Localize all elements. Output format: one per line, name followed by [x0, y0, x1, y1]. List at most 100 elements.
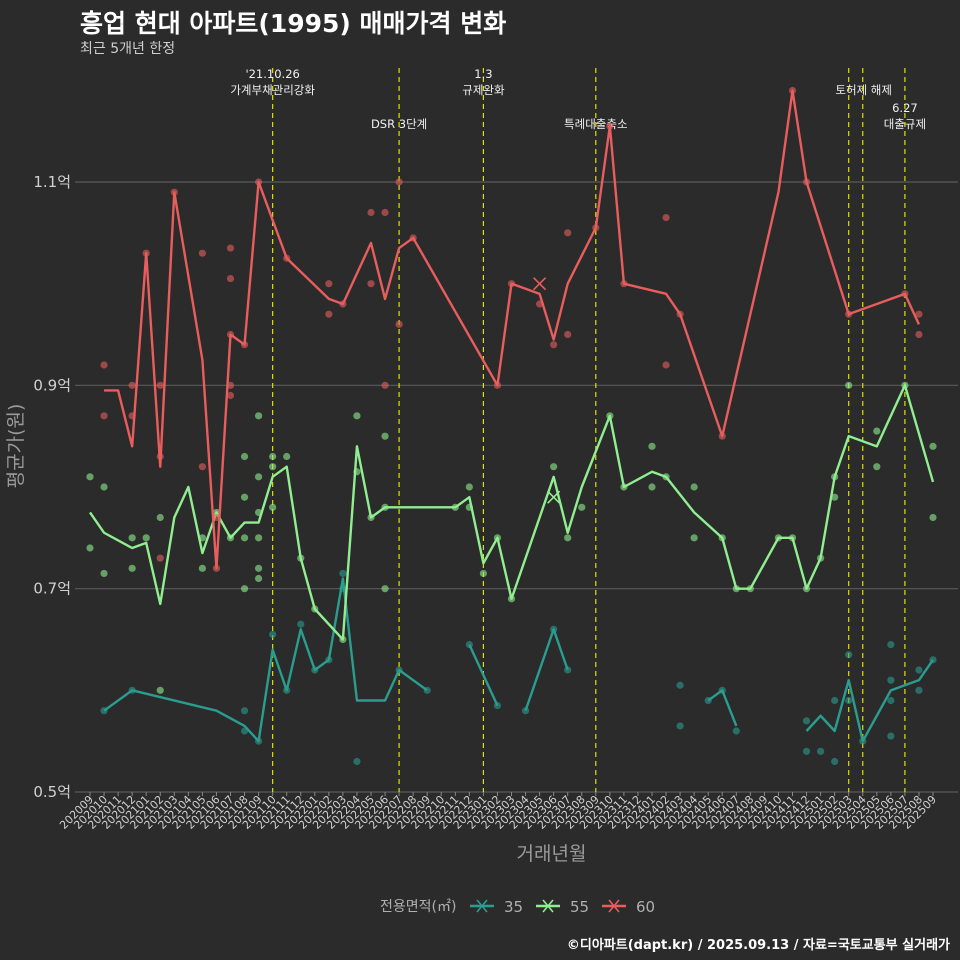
data-point [226, 274, 235, 283]
event-label: 특례대출축소 [564, 117, 627, 131]
data-point [564, 534, 572, 542]
source-caption: ©디아파트(dapt.kr) / 2025.09.13 / 자료=국토교통부 실… [566, 938, 950, 953]
data-point [662, 213, 670, 222]
data-point [676, 681, 684, 689]
data-point [255, 473, 263, 481]
data-point [128, 534, 136, 542]
data-point [198, 463, 206, 471]
series-60 [100, 86, 923, 572]
data-point [240, 585, 249, 593]
data-point [381, 381, 389, 389]
data-point [845, 651, 853, 659]
data-point [465, 483, 473, 491]
data-point [479, 569, 487, 578]
series-line [707, 689, 738, 727]
x-axis-title: 거래년월 [517, 843, 587, 865]
data-point [100, 361, 108, 369]
data-point [564, 229, 572, 237]
data-point [128, 381, 136, 389]
event-label: 가계부채관리강화 [230, 83, 315, 97]
data-point [269, 503, 277, 511]
legend-label: 55 [570, 898, 589, 916]
data-point [873, 427, 881, 435]
event-label: DSR 3단계 [371, 117, 427, 131]
data-point [100, 483, 108, 491]
grid-lines [75, 181, 958, 793]
data-point [929, 442, 937, 450]
data-point [226, 244, 235, 252]
data-point [353, 412, 361, 420]
data-point [915, 666, 923, 674]
data-point [156, 686, 164, 694]
data-point [929, 513, 937, 522]
data-point [240, 534, 249, 542]
data-point [395, 178, 403, 186]
data-point [831, 493, 839, 501]
data-point [240, 707, 249, 715]
data-point [845, 696, 853, 705]
data-point [915, 310, 923, 318]
event-label: 토허제 해제 [835, 83, 892, 97]
data-point [381, 585, 389, 593]
series-55 [86, 381, 937, 694]
data-point [395, 320, 403, 328]
data-point [648, 483, 656, 491]
data-point [255, 534, 263, 542]
data-point [156, 381, 164, 389]
series-line [805, 659, 934, 743]
data-point [367, 208, 375, 217]
data-point [255, 412, 263, 420]
data-point [339, 569, 347, 578]
data-point [226, 391, 235, 400]
cross-marker [533, 277, 547, 291]
event-label: '21.10.26 [245, 67, 299, 81]
data-point [142, 534, 150, 542]
event-label: 6.27 [892, 101, 918, 115]
data-point [283, 452, 291, 461]
data-point [198, 249, 206, 257]
data-point [156, 513, 164, 522]
series-line [468, 644, 499, 707]
series-line [524, 628, 569, 712]
y-tick-label: 0.5억 [33, 783, 71, 801]
data-point [690, 483, 698, 491]
data-point [550, 341, 558, 349]
data-point [269, 452, 277, 461]
cross-marker [547, 490, 561, 504]
series-line [103, 577, 428, 743]
legend-label: 35 [504, 898, 523, 916]
data-point [578, 503, 586, 511]
data-point [240, 452, 249, 461]
data-point [732, 727, 740, 735]
data-point [873, 463, 881, 471]
data-point [887, 732, 895, 740]
data-point [817, 747, 825, 755]
data-point [198, 564, 206, 572]
data-point [802, 717, 811, 725]
y-tick-label: 0.7억 [33, 580, 71, 598]
data-point [128, 564, 136, 572]
legend-swatch-cross [608, 899, 620, 913]
data-point [353, 757, 361, 766]
legend-title: 전용면적(㎡) [380, 899, 456, 915]
legend: 전용면적(㎡) 35 55 60 [380, 898, 655, 916]
data-point [648, 442, 656, 450]
chart-title: 흥업 현대 아파트(1995) 매매가격 변화 [80, 9, 507, 38]
data-point [297, 620, 305, 628]
event-label: 1.3 [474, 67, 492, 81]
series-35 [100, 569, 937, 766]
data-point [381, 432, 389, 440]
data-point [915, 330, 923, 339]
event-label: 대출규제 [884, 117, 926, 131]
data-point [690, 534, 698, 542]
data-point [269, 463, 277, 471]
data-point [86, 544, 94, 552]
legend-label: 60 [636, 898, 655, 916]
series-line [89, 384, 935, 641]
data-point [86, 473, 94, 481]
axes: 0.5억0.7억0.9억1.1억202009202010202011202012… [5, 173, 939, 865]
data-point [915, 686, 923, 694]
data-point [255, 564, 263, 572]
data-point [831, 757, 839, 766]
